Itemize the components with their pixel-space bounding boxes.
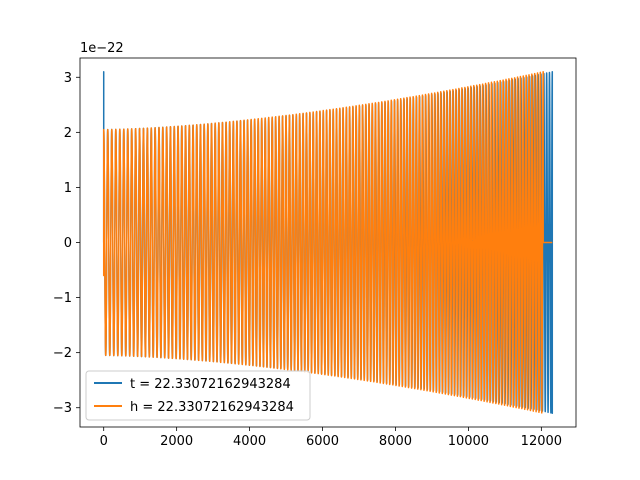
- legend: t = 22.33072162943284 h = 22.33072162943…: [85, 370, 311, 421]
- x-tick-label: 0: [100, 434, 108, 449]
- y-tick-label: 3: [64, 71, 72, 86]
- x-tick-label: 10000: [448, 434, 489, 449]
- y-tick-label: 2: [64, 126, 72, 141]
- x-tick-label: 12000: [521, 434, 562, 449]
- y-offset-label: 1e−22: [80, 41, 124, 56]
- legend-box: [85, 370, 311, 421]
- y-tick-label: −2: [53, 346, 72, 361]
- x-tick-label: 6000: [306, 434, 339, 449]
- y-tick-label: −1: [53, 291, 72, 306]
- legend-label-h: h = 22.33072162943284: [130, 400, 294, 415]
- x-tick-label: 2000: [160, 434, 193, 449]
- x-tick-label: 4000: [233, 434, 266, 449]
- series-layer: [102, 71, 554, 414]
- x-axis: 0 2000 4000 6000 8000 10000 12000: [100, 427, 562, 449]
- y-axis: −3 −2 −1 0 1 2 3: [53, 71, 80, 416]
- y-tick-label: 1: [64, 181, 72, 196]
- x-tick-label: 8000: [379, 434, 412, 449]
- y-tick-label: 0: [64, 236, 72, 251]
- y-tick-label: −3: [53, 401, 72, 416]
- series-line-h: [102, 71, 553, 414]
- legend-label-t: t = 22.33072162943284: [130, 377, 291, 392]
